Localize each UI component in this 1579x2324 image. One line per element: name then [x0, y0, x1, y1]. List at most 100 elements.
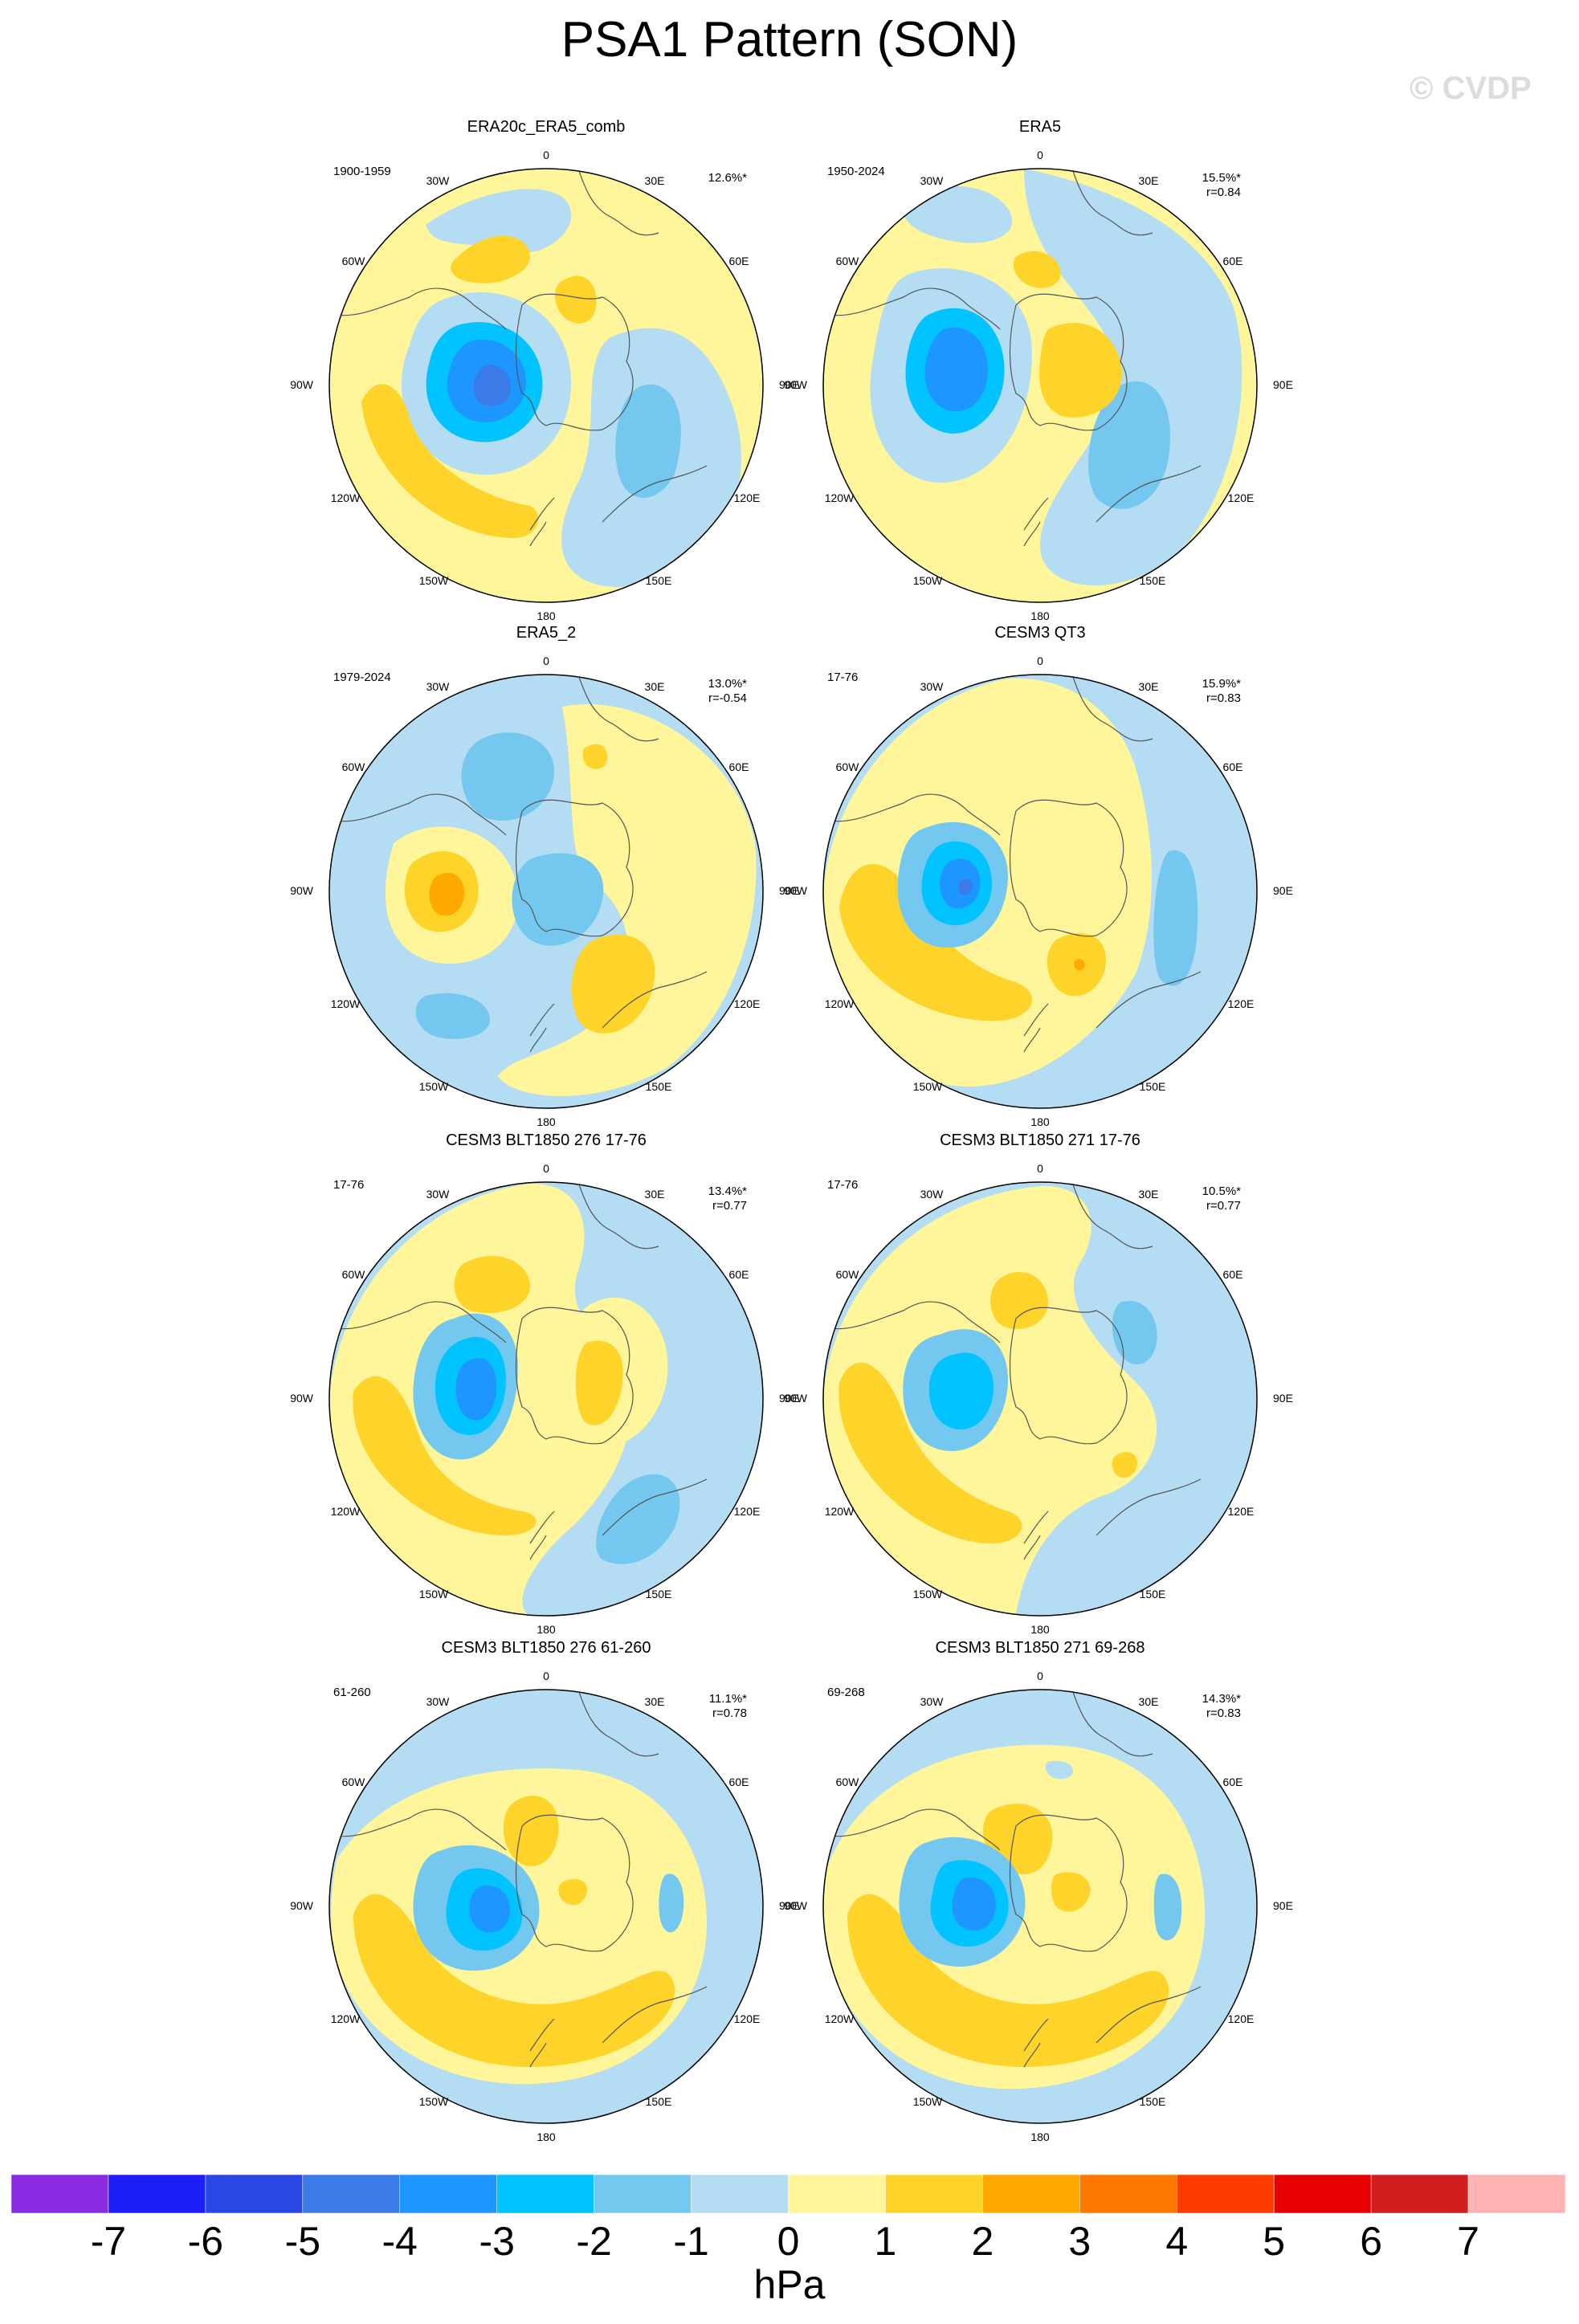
contour-region: [1024, 169, 1242, 585]
map-border: [822, 168, 1258, 603]
colorbar-segment: [788, 2175, 886, 2213]
longitude-label: 60W: [342, 1268, 366, 1281]
panel-period: 1979-2024: [333, 671, 391, 684]
longitude-label: 30W: [920, 174, 945, 187]
coastlines: [823, 1690, 1202, 2068]
contour-region: [571, 934, 655, 1034]
map-panel-era20c-era5-comb: ERA20c_ERA5_comb 1900-1959 12.6%* 0 30W 30E 60…: [241, 112, 851, 626]
colorbar-segment: [496, 2175, 594, 2213]
longitude-label: 90E: [1273, 884, 1293, 897]
longitude-label: 120E: [734, 1505, 761, 1518]
panel-period: 61-260: [333, 1686, 371, 1699]
contour-region: [582, 744, 608, 769]
longitude-label: 60W: [836, 1776, 860, 1788]
panel-period: 69-268: [827, 1686, 865, 1699]
cvdp-watermark: © CVDP: [1410, 71, 1532, 106]
map-border: [822, 674, 1258, 1109]
longitude-label: 90E: [779, 378, 799, 391]
longitude-label: 150W: [419, 574, 449, 587]
contour-region: [615, 384, 681, 498]
longitude-label: 150W: [913, 1588, 943, 1600]
contour-region: [455, 1358, 497, 1421]
longitude-label: 180: [1030, 610, 1050, 622]
map-panel-era5: ERA5 1950-2024 15.5%* r=0.84 0 30W 30E 60W 60E 90…: [735, 112, 1345, 626]
contour-region: [847, 1894, 1169, 2067]
coastlines: [823, 1182, 1202, 1560]
panel-period: 1900-1959: [333, 165, 391, 178]
colorbar-tick-label: -4: [381, 2219, 418, 2264]
map-panel-cesm3-qt3: CESM3 QT3 17-76 15.9%* r=0.83 0 30W 30E 60W 60E 9…: [735, 618, 1345, 1132]
longitude-label: 120W: [825, 997, 855, 1010]
panel-period: 17-76: [333, 1178, 364, 1192]
contour-region: [596, 1474, 680, 1564]
panel-title: CESM3 BLT1850 271 69-268: [936, 1639, 1145, 1657]
longitude-label: 30E: [1139, 1695, 1159, 1708]
map-panel-era5-2: ERA5_2 1979-2024 13.0%* r=-0.54 0 30W 30E 60W 60…: [241, 618, 851, 1132]
longitude-label: 60W: [342, 255, 366, 267]
longitude-label: 30E: [645, 680, 665, 693]
contour-region: [958, 879, 973, 895]
panel-variance: 12.6%*: [708, 171, 748, 185]
longitude-label: 120E: [1228, 491, 1255, 504]
panel-variance: 13.4%*: [708, 1184, 748, 1198]
longitude-label: 90E: [779, 884, 799, 897]
contour-region: [1074, 959, 1085, 971]
colorbar-tick-label: -5: [284, 2219, 321, 2264]
panel-variance: 10.5%*: [1202, 1184, 1242, 1198]
contour-region: [353, 1376, 537, 1535]
longitude-label: 30E: [1139, 680, 1159, 693]
longitude-label: 90W: [290, 884, 314, 897]
contour-region: [575, 1340, 623, 1425]
longitude-label: 90W: [784, 378, 808, 391]
contour-region: [838, 1362, 1022, 1543]
colorbar-segment: [11, 2175, 109, 2213]
contour-region: [1112, 1451, 1137, 1478]
longitude-label: 120E: [734, 491, 761, 504]
colorbar-tick-label: -7: [90, 2219, 127, 2264]
coastlines: [329, 675, 708, 1053]
longitude-label: 150W: [419, 1588, 449, 1600]
longitude-label: 30E: [1139, 1188, 1159, 1201]
longitude-label: 60W: [836, 255, 860, 267]
colorbar-units: hPa: [753, 2262, 826, 2307]
longitude-label: 120W: [331, 491, 361, 504]
longitude-label: 90E: [1273, 1899, 1293, 1912]
panel-variance: 11.1%*: [709, 1692, 747, 1706]
longitude-label: 90W: [290, 1392, 314, 1405]
contour-region: [461, 732, 554, 821]
panel-correlation: r=-0.54: [708, 691, 747, 705]
contour-region: [426, 189, 572, 254]
longitude-label: 0: [543, 149, 549, 161]
panel-correlation: r=0.83: [1206, 1706, 1241, 1720]
longitude-label: 0: [1037, 654, 1043, 667]
longitude-label: 180: [537, 610, 556, 622]
colorbar-tick-label: -6: [187, 2219, 224, 2264]
panel-title: CESM3 BLT1850 271 17-76: [940, 1131, 1140, 1149]
contour-region: [902, 186, 1013, 243]
map-panel-blt1850-271-17-76: CESM3 BLT1850 271 17-76 17-76 10.5%* r=0.77…: [735, 1126, 1345, 1640]
contour-region: [990, 1271, 1048, 1330]
longitude-label: 150E: [646, 1588, 672, 1600]
longitude-label: 150E: [1140, 2095, 1166, 2108]
longitude-label: 0: [1037, 1162, 1043, 1175]
map-panel-blt1850-276-17-76: CESM3 BLT1850 276 17-76 17-76 13.4%* r=0.77…: [241, 1126, 851, 1640]
longitude-label: 150E: [1140, 1588, 1166, 1600]
contour-region: [454, 1255, 530, 1314]
longitude-label: 180: [537, 1623, 556, 1636]
longitude-label: 30W: [426, 680, 451, 693]
coastlines: [329, 1690, 708, 2068]
contour-region: [361, 384, 539, 538]
longitude-label: 30W: [920, 1695, 945, 1708]
longitude-label: 90W: [290, 1899, 314, 1912]
longitude-label: 60W: [836, 760, 860, 773]
panel-period: 17-76: [827, 671, 858, 684]
map-svg: CESM3 BLT1850 271 69-268 69-268 14.3%*r=0.…: [784, 1639, 1293, 2143]
colorbar-segment: [982, 2175, 1080, 2213]
panel-title: CESM3 BLT1850 276 17-76: [446, 1131, 647, 1149]
longitude-label: 60W: [342, 760, 366, 773]
longitude-label: 30W: [920, 680, 945, 693]
colorbar-segment: [594, 2175, 692, 2213]
longitude-label: 180: [537, 2130, 556, 2143]
contour-region: [1112, 1301, 1157, 1364]
longitude-label: 60W: [342, 1776, 366, 1788]
